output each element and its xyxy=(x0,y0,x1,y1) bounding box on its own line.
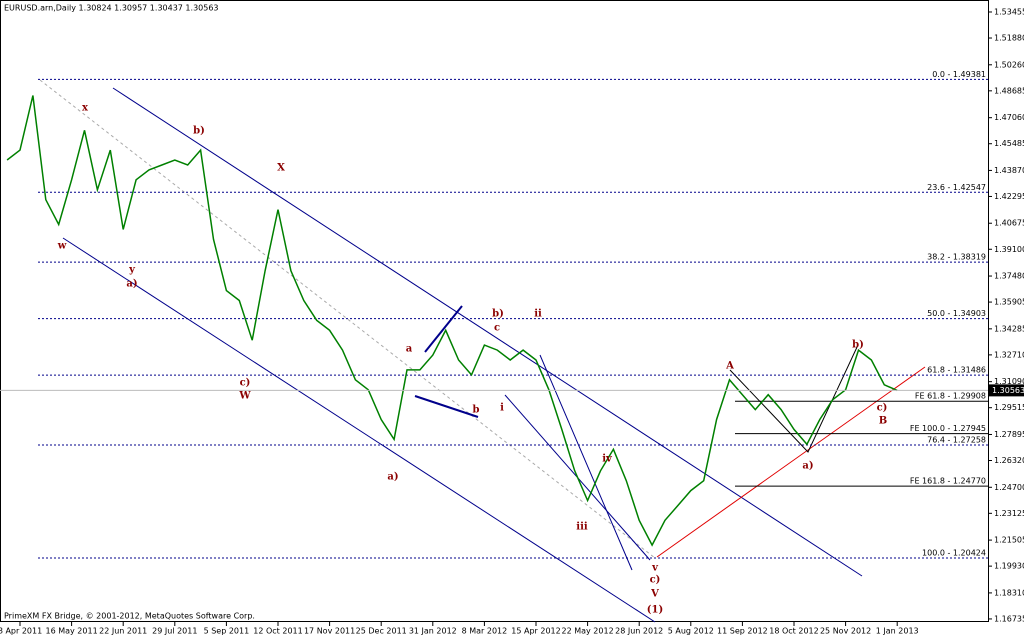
dotted-trendline xyxy=(39,79,656,559)
y-tick-label: 1.34285 xyxy=(994,324,1024,333)
y-tick-label: 1.27895 xyxy=(994,430,1024,439)
wave-label: v xyxy=(651,563,659,574)
x-tick-label: 16 May 2011 xyxy=(46,627,98,636)
x-tick-label: 22 May 2012 xyxy=(562,627,614,636)
fe-label: FE 161.8 - 1.24770 xyxy=(910,477,986,486)
price-line xyxy=(6,95,898,547)
x-tick-label: 22 Jun 2011 xyxy=(99,627,147,636)
y-tick-label: 1.47060 xyxy=(994,113,1024,122)
y-tick-label: 1.21505 xyxy=(994,536,1024,545)
x-tick-label: 8 Apr 2011 xyxy=(0,627,42,636)
wave-label: b xyxy=(473,405,480,416)
fib-label: 38.2 - 1.38319 xyxy=(927,253,986,262)
wave-label: (1) xyxy=(647,605,663,616)
x-tick-label: 11 Sep 2012 xyxy=(717,627,768,636)
y-tick-label: 1.42295 xyxy=(994,192,1024,201)
x-tick-label: 29 Jul 2011 xyxy=(152,627,197,636)
wave-label: x xyxy=(82,103,89,114)
red-trendline xyxy=(656,366,926,558)
y-tick-label: 1.35905 xyxy=(994,298,1024,307)
y-tick-label: 1.31090 xyxy=(994,377,1024,386)
y-tick-label: 1.48685 xyxy=(994,86,1024,95)
y-tick-label: 1.53455 xyxy=(994,7,1024,16)
y-tick-label: 1.40675 xyxy=(994,219,1024,228)
wave-label: b) xyxy=(492,309,504,320)
y-tick-label: 1.26320 xyxy=(994,456,1024,465)
x-tick-label: 5 Sep 2011 xyxy=(204,627,250,636)
wave-label: i xyxy=(500,403,504,414)
y-tick-label: 1.29515 xyxy=(994,403,1024,412)
wave-label: ii xyxy=(534,309,542,320)
wave-label: c) xyxy=(240,378,251,389)
last-price-box xyxy=(989,384,1024,397)
x-tick-label: 15 Apr 2012 xyxy=(511,627,560,636)
wave-label: W xyxy=(238,391,251,402)
wave-label: y xyxy=(128,265,136,276)
wave-label: B xyxy=(879,416,887,427)
fe-label: FE 61.8 - 1.29908 xyxy=(915,392,986,401)
x-tick-label: 8 Mar 2012 xyxy=(462,627,508,636)
channel-upper xyxy=(112,87,863,577)
fib-label: 61.8 - 1.31486 xyxy=(927,366,986,375)
channel-lower xyxy=(62,237,656,623)
chart-title: EURUSD.arn,Daily 1.30824 1.30957 1.30437… xyxy=(4,4,219,13)
credit: PrimeXM FX Bridge, © 2001-2012, MetaQuot… xyxy=(4,612,255,621)
x-tick-label: 5 Aug 2012 xyxy=(668,627,714,636)
x-tick-label: 12 Oct 2011 xyxy=(253,627,302,636)
y-tick-label: 1.16735 xyxy=(994,614,1024,623)
wave-label: a) xyxy=(126,279,137,290)
bold-trendline xyxy=(424,305,463,353)
bold-trendline xyxy=(414,395,479,418)
plot-frame xyxy=(0,0,989,622)
y-tick-label: 1.50260 xyxy=(994,60,1024,69)
x-tick-label: 28 Jun 2012 xyxy=(615,627,663,636)
y-tick-label: 1.37480 xyxy=(994,272,1024,281)
wave-label: iii xyxy=(576,522,588,533)
last-price-label: 1.30563 xyxy=(992,386,1024,395)
y-tick-label: 1.23125 xyxy=(994,509,1024,518)
y-tick-label: 1.43870 xyxy=(994,166,1024,175)
wave-label: V xyxy=(650,589,659,600)
y-tick-label: 1.18310 xyxy=(994,588,1024,597)
fib-label: 23.6 - 1.42547 xyxy=(927,183,986,192)
fib-label: 100.0 - 1.20424 xyxy=(922,548,986,557)
y-tick-label: 1.32710 xyxy=(994,350,1024,359)
y-tick-label: 1.39100 xyxy=(994,245,1024,254)
wave-label: b) xyxy=(852,340,864,351)
wave-label: a) xyxy=(802,461,813,472)
wave-label: iv xyxy=(602,454,613,465)
wave-label: A xyxy=(725,361,734,372)
x-tick-label: 25 Dec 2011 xyxy=(356,627,407,636)
y-tick-label: 1.45485 xyxy=(994,139,1024,148)
y-tick-label: 1.24700 xyxy=(994,483,1024,492)
x-tick-label: 25 Nov 2012 xyxy=(820,627,871,636)
wave-label: c) xyxy=(877,403,888,414)
wave-label: c) xyxy=(650,575,661,586)
wave-label: a) xyxy=(387,472,398,483)
fib-label: 76.4 - 1.27258 xyxy=(927,436,986,445)
zigzag-line xyxy=(729,344,859,453)
fe-label: FE 100.0 - 1.27945 xyxy=(910,424,986,433)
y-tick-label: 1.51880 xyxy=(994,34,1024,43)
wave-label: c xyxy=(494,323,500,334)
x-tick-label: 1 Jan 2013 xyxy=(876,627,919,636)
wave-label: a xyxy=(406,344,413,355)
fib-label: 50.0 - 1.34903 xyxy=(927,309,986,318)
x-tick-label: 17 Nov 2011 xyxy=(304,627,355,636)
wave-label: w xyxy=(57,241,67,252)
wave-label: X xyxy=(277,163,285,174)
wave-label: b) xyxy=(193,126,205,137)
fib-label: 0.0 - 1.49381 xyxy=(932,70,986,79)
y-tick-label: 1.19930 xyxy=(994,562,1024,571)
x-tick-label: 18 Oct 2012 xyxy=(769,627,818,636)
x-tick-label: 31 Jan 2012 xyxy=(409,627,457,636)
